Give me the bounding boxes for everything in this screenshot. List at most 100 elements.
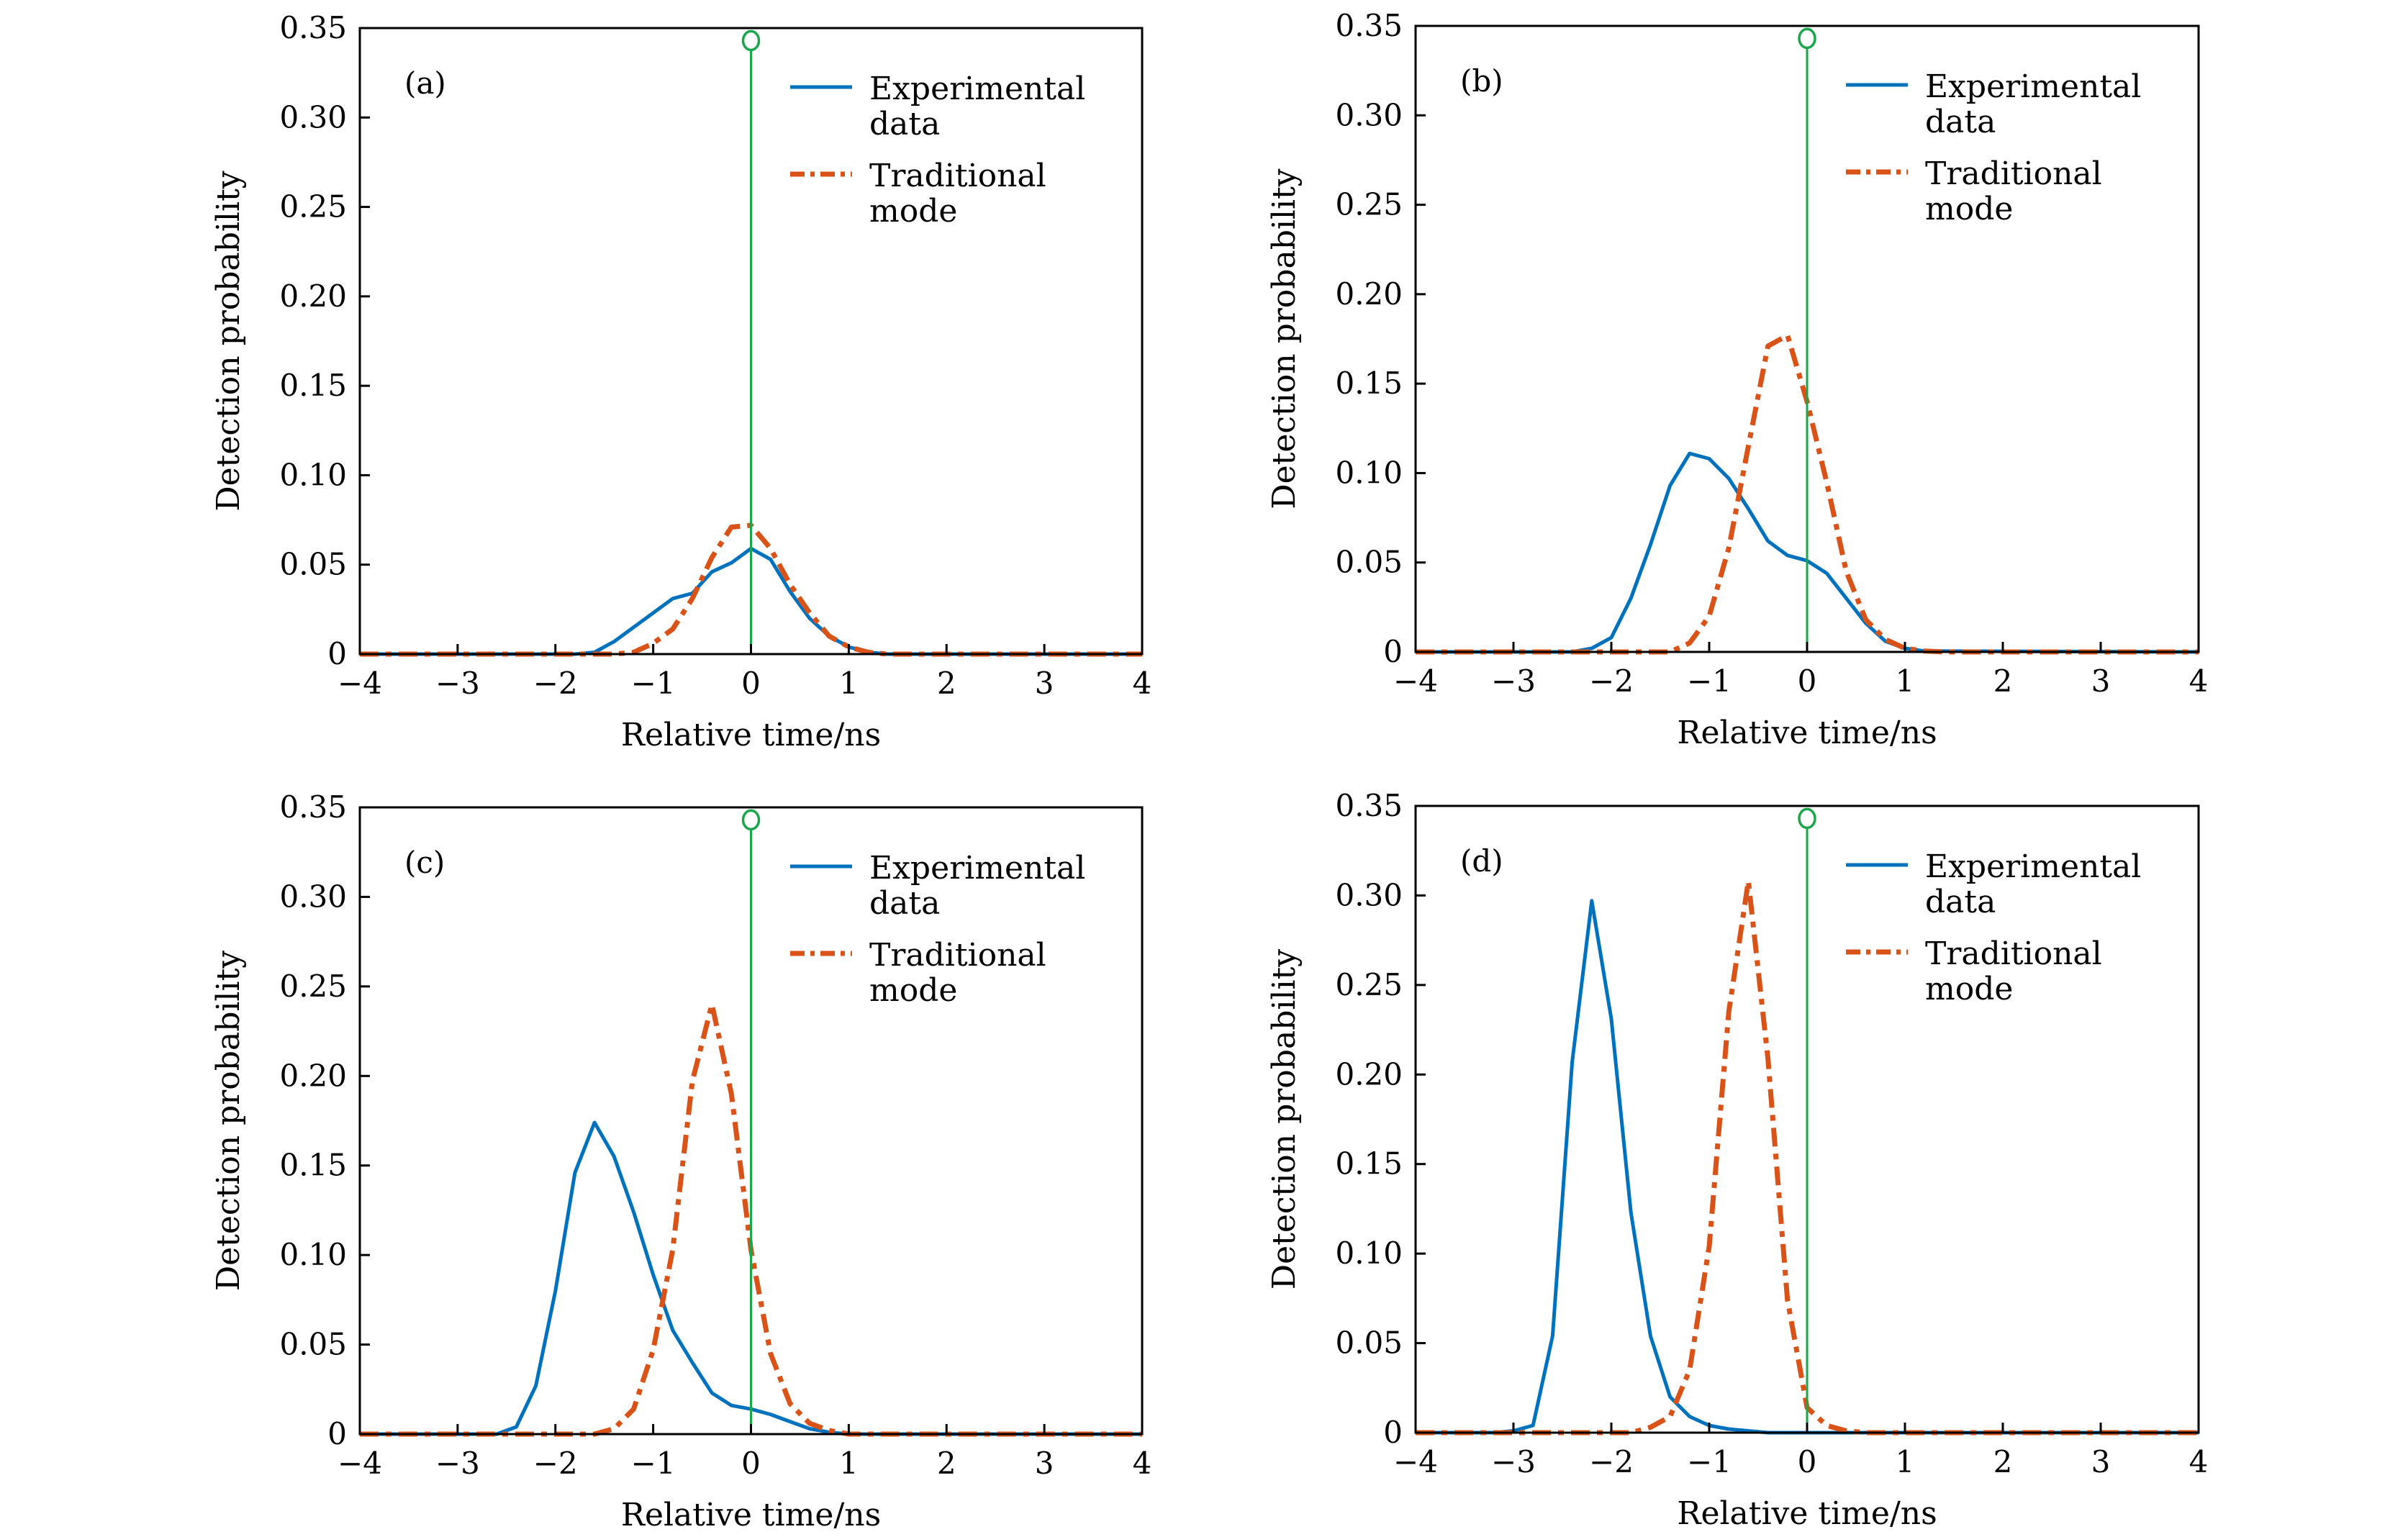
y-tick-label: 0.30	[1335, 877, 1403, 912]
y-tick-label: 0.30	[1335, 97, 1403, 132]
x-tick-label: 2	[937, 666, 956, 701]
x-tick-label: 0	[1798, 1444, 1817, 1479]
x-tick-label: 1	[839, 1446, 859, 1481]
experimental-data-line	[1416, 899, 2199, 1435]
panel-label: (c)	[404, 845, 445, 880]
x-tick-label: −4	[338, 1446, 382, 1481]
y-tick-label: 0	[1383, 634, 1403, 669]
x-tick-label: 0	[741, 666, 761, 701]
y-tick-label: 0.15	[279, 1148, 347, 1183]
y-tick-label: 0.35	[1335, 8, 1403, 43]
y-tick-label: 0.25	[279, 189, 347, 225]
y-tick-label: 0.15	[279, 368, 347, 403]
x-tick-label: −4	[1393, 1444, 1438, 1479]
x-tick-label: 4	[1133, 666, 1152, 701]
y-tick-label: 0.10	[279, 1237, 347, 1272]
legend-experimental-label: data	[1925, 884, 1996, 920]
x-tick-label: −4	[1393, 663, 1438, 699]
x-tick-label: −1	[1687, 1444, 1732, 1479]
traditional-mode-line	[1416, 879, 2199, 1436]
x-tick-label: −4	[338, 666, 382, 701]
y-tick-label: 0.15	[1335, 366, 1403, 401]
y-tick-label: 0.10	[1335, 1236, 1403, 1271]
x-tick-label: −3	[435, 666, 480, 701]
reference-marker	[741, 809, 761, 831]
x-tick-label: −3	[1491, 1444, 1536, 1479]
x-tick-label: 4	[2189, 663, 2209, 699]
y-tick-label: 0.35	[279, 789, 347, 825]
x-axis-label: Relative time/ns	[1677, 1495, 1937, 1532]
x-tick-label: 3	[1035, 666, 1054, 701]
x-tick-label: −3	[435, 1446, 480, 1481]
legend-traditional-label: mode	[869, 972, 957, 1009]
x-axis-label: Relative time/ns	[621, 717, 881, 753]
x-tick-label: 1	[839, 666, 859, 701]
chart-panel-c: −4 −3 −2 −1 0 1 2 3 4 0 0.05 0.10 0.15 0.20 0.25 0.30 0.…	[210, 789, 1151, 1533]
x-tick-label: 4	[1133, 1446, 1152, 1481]
x-tick-label: 0	[1798, 663, 1817, 699]
legend-traditional-label: mode	[1925, 971, 2013, 1007]
x-tick-label: −2	[533, 666, 578, 701]
x-tick-label: 3	[2091, 663, 2111, 699]
legend-experimental-label: data	[869, 885, 940, 922]
y-tick-label: 0.20	[1335, 276, 1403, 312]
y-tick-label: 0.25	[279, 969, 347, 1004]
legend-experimental-label: Experimental	[1925, 68, 2141, 105]
x-tick-label: −2	[1589, 1444, 1634, 1479]
x-tick-label: 3	[2091, 1444, 2111, 1479]
x-tick-label: −1	[631, 666, 676, 701]
y-tick-label: 0	[1383, 1415, 1403, 1450]
reference-marker	[1798, 807, 1816, 830]
x-axis-label: Relative time/ns	[1677, 715, 1937, 751]
y-tick-label: 0	[327, 1416, 347, 1451]
legend-traditional-label: Traditional	[1925, 155, 2102, 192]
y-tick-label: 0.20	[279, 278, 347, 314]
y-tick-label: 0.20	[1335, 1056, 1403, 1092]
y-tick-label: 0.35	[1335, 788, 1403, 823]
panel-label: (d)	[1460, 843, 1503, 879]
y-tick-label: 0.05	[1335, 1325, 1403, 1361]
reference-marker	[741, 30, 761, 52]
legend-experimental-label: data	[869, 106, 940, 142]
x-tick-label: 3	[1035, 1446, 1054, 1481]
y-axis-label: Detection probability	[1266, 168, 1303, 509]
legend-traditional-label: Traditional	[869, 937, 1046, 974]
y-tick-label: 0.25	[1335, 187, 1403, 222]
legend-experimental-label: Experimental	[1925, 848, 2141, 885]
legend-experimental-label: data	[1925, 104, 1996, 140]
legend-experimental-label: Experimental	[869, 850, 1085, 887]
y-tick-label: 0.05	[1335, 545, 1403, 580]
x-tick-label: 1	[1896, 663, 1915, 699]
x-tick-label: 2	[1993, 1444, 2013, 1479]
legend-traditional-label: Traditional	[869, 158, 1046, 194]
chart-panel-d: −4 −3 −2 −1 0 1 2 3 4 0 0.05 0.10 0.15 0.20 0.25 0.30 0.…	[1266, 788, 2208, 1532]
y-tick-label: 0.30	[279, 879, 347, 914]
x-tick-label: 1	[1896, 1444, 1915, 1479]
y-tick-label: 0	[327, 636, 347, 671]
y-tick-label: 0.30	[279, 99, 347, 135]
y-tick-label: 0.20	[279, 1058, 347, 1093]
x-axis-label: Relative time/ns	[621, 1497, 881, 1533]
x-tick-label: −3	[1491, 663, 1536, 699]
legend-traditional-label: mode	[869, 193, 957, 230]
y-tick-label: 0.10	[1335, 455, 1403, 490]
y-axis-label: Detection probability	[210, 171, 247, 511]
y-tick-label: 0.35	[279, 10, 347, 45]
chart-panel-a: −4 −3 −2 −1 0 1 2 3 4 0 0.05 0.10 0.15 0.20 0.25 0.30 0.…	[210, 10, 1151, 753]
reference-marker	[1798, 27, 1816, 50]
legend-traditional-label: mode	[1925, 191, 2013, 227]
x-tick-label: −2	[533, 1446, 578, 1481]
legend-experimental-label: Experimental	[869, 71, 1085, 107]
x-tick-label: 2	[937, 1446, 956, 1481]
traditional-mode-line	[360, 1002, 1142, 1437]
x-tick-label: 2	[1993, 663, 2013, 699]
y-tick-label: 0.15	[1335, 1146, 1403, 1182]
panel-label: (a)	[404, 65, 446, 101]
experimental-data-line	[360, 1120, 1142, 1436]
y-axis-label: Detection probability	[210, 951, 247, 1291]
